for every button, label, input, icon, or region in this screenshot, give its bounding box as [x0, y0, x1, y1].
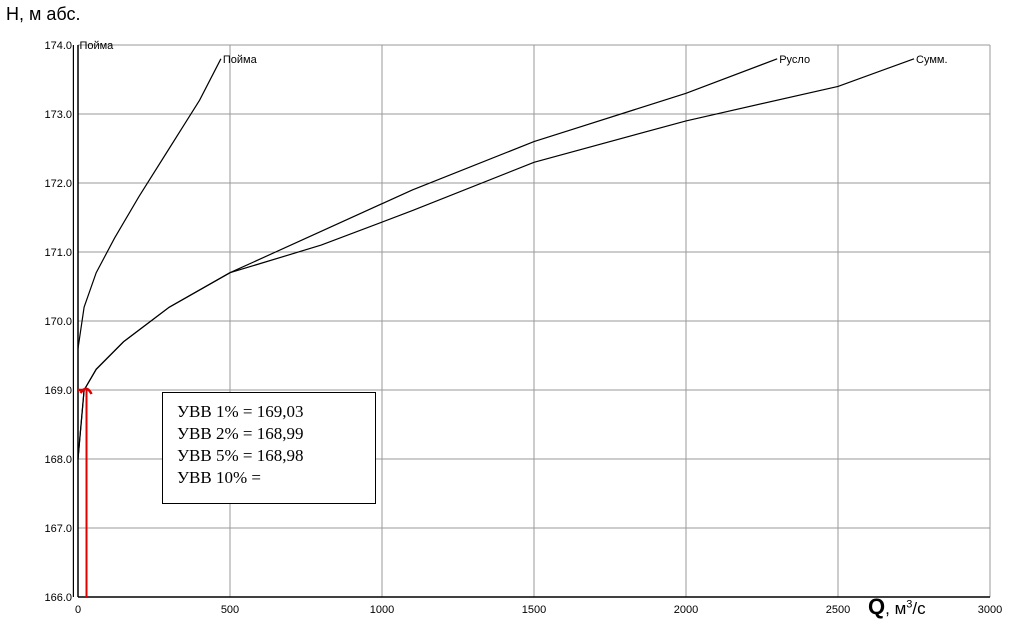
annotation-line: УВВ 5% = 168,98: [177, 446, 304, 465]
series-label: Пойма: [223, 54, 258, 66]
y-tick-label: 174.0: [44, 40, 72, 52]
x-tick-label: 500: [221, 604, 239, 616]
x-tick-label: 1500: [522, 604, 546, 616]
series-line: [77, 58, 915, 460]
tick-layer: 0 500 1000 1500 2000 2500 3000 174.0 173.0 172.0 1…: [44, 40, 1002, 616]
annotation-line: УВВ 1% = 169,03: [177, 402, 304, 421]
y-axis-label: Н, м абс.: [6, 4, 81, 24]
y-tick-label: 172.0: [44, 178, 72, 190]
y-tick-label: 171.0: [44, 247, 72, 259]
series-label: Сумм.: [916, 54, 948, 66]
y-tick-label: 169.0: [44, 385, 72, 397]
flood-level-arrow: [79, 387, 93, 395]
annotation-box: УВВ 1% = 169,03 УВВ 2% = 168,99 УВВ 5% =…: [162, 392, 376, 504]
marker-layer: [78, 387, 93, 597]
y-tick-label: 167.0: [44, 523, 72, 535]
x-tick-label: 3000: [978, 604, 1002, 616]
x-tick-label: 2000: [674, 604, 698, 616]
series-line: [77, 58, 222, 349]
y-tick-label: 170.0: [44, 316, 72, 328]
series-label: Пойма: [79, 40, 114, 52]
y-tick-label: 166.0: [44, 592, 72, 604]
x-axis-label: Q, м3/с: [868, 594, 926, 620]
x-axis-symbol: Q: [868, 594, 886, 619]
x-tick-label: 1000: [370, 604, 394, 616]
axis-layer: [77, 45, 990, 598]
curve-layer: Пойма Пойма Русло Сумм.: [72, 40, 948, 597]
series-label: Русло: [779, 54, 810, 66]
annotation-line: УВВ 2% = 168,99: [177, 424, 304, 443]
x-tick-label: 2500: [826, 604, 850, 616]
annotation-line: УВВ 10% =: [177, 468, 261, 487]
x-axis-unit: , м3/с: [885, 598, 926, 618]
x-tick-label: 0: [75, 604, 81, 616]
y-tick-label: 168.0: [44, 454, 72, 466]
y-tick-label: 173.0: [44, 109, 72, 121]
